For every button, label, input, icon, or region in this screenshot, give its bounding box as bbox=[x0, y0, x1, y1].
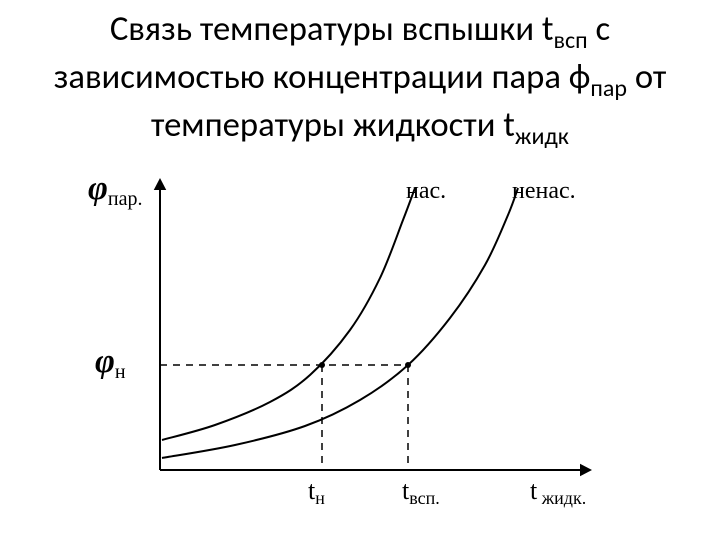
title-line3-text: температуры жидкости t bbox=[151, 104, 515, 146]
unsaturated-label: ненас. bbox=[512, 178, 576, 205]
title-line2-text: зависимостью концентрации пара ф bbox=[54, 56, 591, 98]
chart-area: φпар. φн нас. ненас. tн tвсп. t жидк. bbox=[50, 170, 670, 530]
title-line2: зависимостью концентрации пара фпар от bbox=[54, 56, 667, 98]
phi-n-symbol: φ bbox=[95, 343, 115, 380]
phi-n-label: φн bbox=[95, 343, 126, 384]
unsaturated-text: ненас. bbox=[512, 178, 576, 204]
slide-title: Связь температуры вспышки tвсп с зависим… bbox=[0, 8, 720, 152]
t-n-sub: н bbox=[315, 488, 325, 508]
t-liquid-sub: жидк. bbox=[537, 488, 586, 508]
t-vsp-sub: всп. bbox=[409, 488, 440, 508]
title-line1-tail: с bbox=[588, 8, 611, 50]
saturated-text: нас. bbox=[406, 178, 446, 204]
t-vsp-label: tвсп. bbox=[402, 476, 440, 509]
y-axis-sub: пар. bbox=[108, 188, 143, 210]
y-axis-phi: φ bbox=[88, 170, 108, 207]
title-line3: температуры жидкости tжидк bbox=[151, 104, 569, 146]
t-n-label: tн bbox=[308, 476, 325, 509]
saturated-label: нас. bbox=[406, 178, 446, 205]
title-sub2: пар bbox=[590, 74, 627, 103]
title-sub3: жидк bbox=[515, 122, 569, 151]
title-line1-text: Связь температуры вспышки t bbox=[110, 8, 554, 50]
phi-n-sub: н bbox=[115, 361, 126, 383]
title-line1: Связь температуры вспышки tвсп с bbox=[110, 8, 610, 50]
y-axis-label: φпар. bbox=[88, 170, 142, 211]
t-liquid-label: t жидк. bbox=[530, 476, 586, 509]
title-sub1: всп bbox=[554, 26, 588, 55]
slide: Связь температуры вспышки tвсп с зависим… bbox=[0, 0, 720, 540]
title-line2-tail: от bbox=[627, 56, 666, 98]
